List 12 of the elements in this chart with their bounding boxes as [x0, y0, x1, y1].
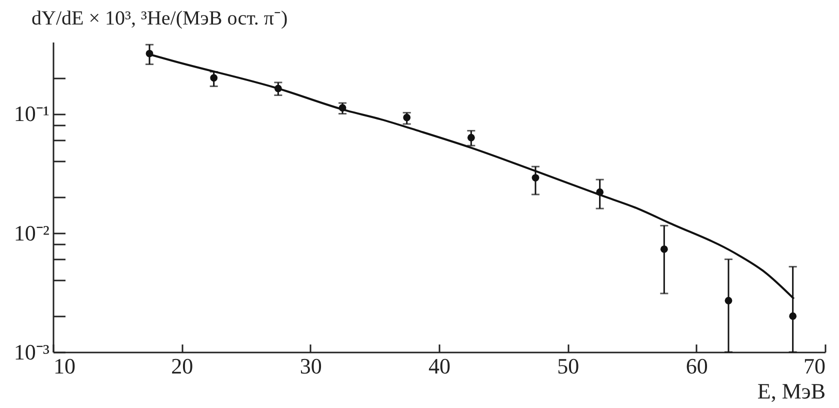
y-tick-label: 10⁻² [14, 220, 50, 246]
x-tick-label: 50 [557, 354, 580, 378]
x-axis-title: E, МэВ [757, 378, 826, 404]
x-tick-label: 10 [54, 354, 76, 378]
y-tick-label: 10⁻¹ [14, 101, 50, 126]
x-tick-label: 60 [686, 354, 708, 378]
y-axis-title: dY/dE × 10³, ³He/(МэВ ост. π⁻) [32, 8, 288, 30]
x-tick-label: 20 [171, 354, 194, 378]
x-tick-label: 40 [428, 354, 450, 378]
y-tick-label: 10⁻³ [14, 340, 50, 364]
x-tick-label: 30 [300, 354, 322, 378]
x-tick-label: 70 [804, 354, 826, 378]
